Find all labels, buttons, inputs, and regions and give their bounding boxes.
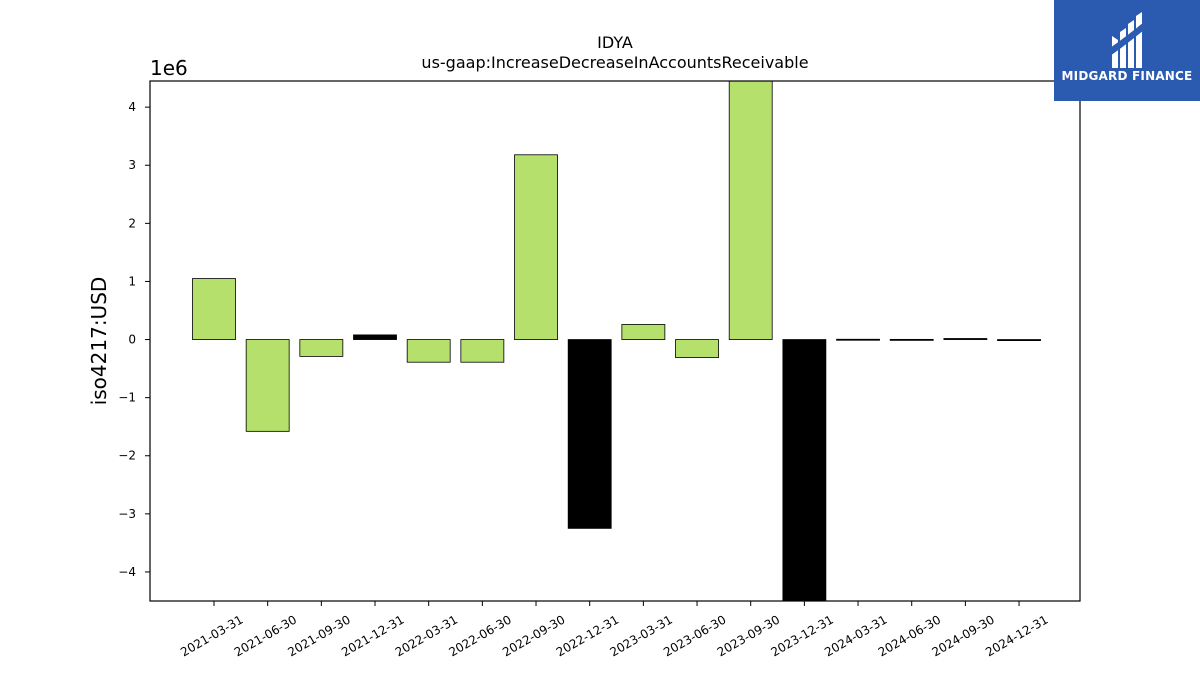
bar-2021-03-31 (192, 278, 236, 340)
bar-2021-06-30 (245, 339, 290, 432)
y-axis-label: iso4217:USD (87, 277, 111, 406)
y-tick-label: −3 (118, 507, 136, 521)
y-tick-label: 3 (128, 158, 136, 172)
brand-logo: MIDGARD FINANCE (1054, 0, 1200, 101)
bar-2023-06-30 (675, 339, 719, 358)
chart-subtitle: us-gaap:IncreaseDecreaseInAccountsReceiv… (421, 53, 808, 72)
bar-2023-09-30 (728, 80, 773, 340)
bar-2023-03-31 (621, 324, 666, 340)
y-tick-label: 4 (128, 100, 136, 114)
plot-frame (149, 80, 1081, 602)
bar-2024-12-31 (997, 339, 1041, 341)
chart-title: IDYA (597, 33, 633, 52)
bar-2022-06-30 (460, 339, 505, 363)
bar-2024-09-30 (943, 338, 988, 340)
y-tick-label: 1 (128, 274, 136, 288)
y-tick-label: 2 (128, 216, 136, 230)
bar-2022-12-31 (567, 339, 612, 529)
bar-2023-12-31 (782, 339, 827, 602)
bar-2021-12-31 (353, 334, 397, 340)
midgard-logo-icon (1110, 12, 1144, 68)
y-tick-label: −1 (118, 391, 136, 405)
bar-2024-03-31 (836, 338, 880, 341)
bars-group (192, 80, 1041, 602)
y-axis-ticks: −4 −3 −2 −1 0 1 2 3 4 (118, 100, 150, 579)
bar-2024-06-30 (889, 338, 934, 341)
bar-2021-09-30 (299, 339, 344, 357)
brand-name: MIDGARD FINANCE (1061, 69, 1193, 83)
y-axis-offset-label: 1e6 (150, 56, 188, 80)
y-tick-label: −4 (118, 565, 136, 579)
bar-2022-09-30 (514, 154, 558, 340)
y-tick-label: −2 (118, 449, 136, 463)
bar-2022-03-31 (406, 339, 451, 363)
x-axis-ticks: 2021-03-312021-06-302021-09-302021-12-31… (178, 601, 1051, 659)
y-tick-label: 0 (128, 333, 136, 347)
